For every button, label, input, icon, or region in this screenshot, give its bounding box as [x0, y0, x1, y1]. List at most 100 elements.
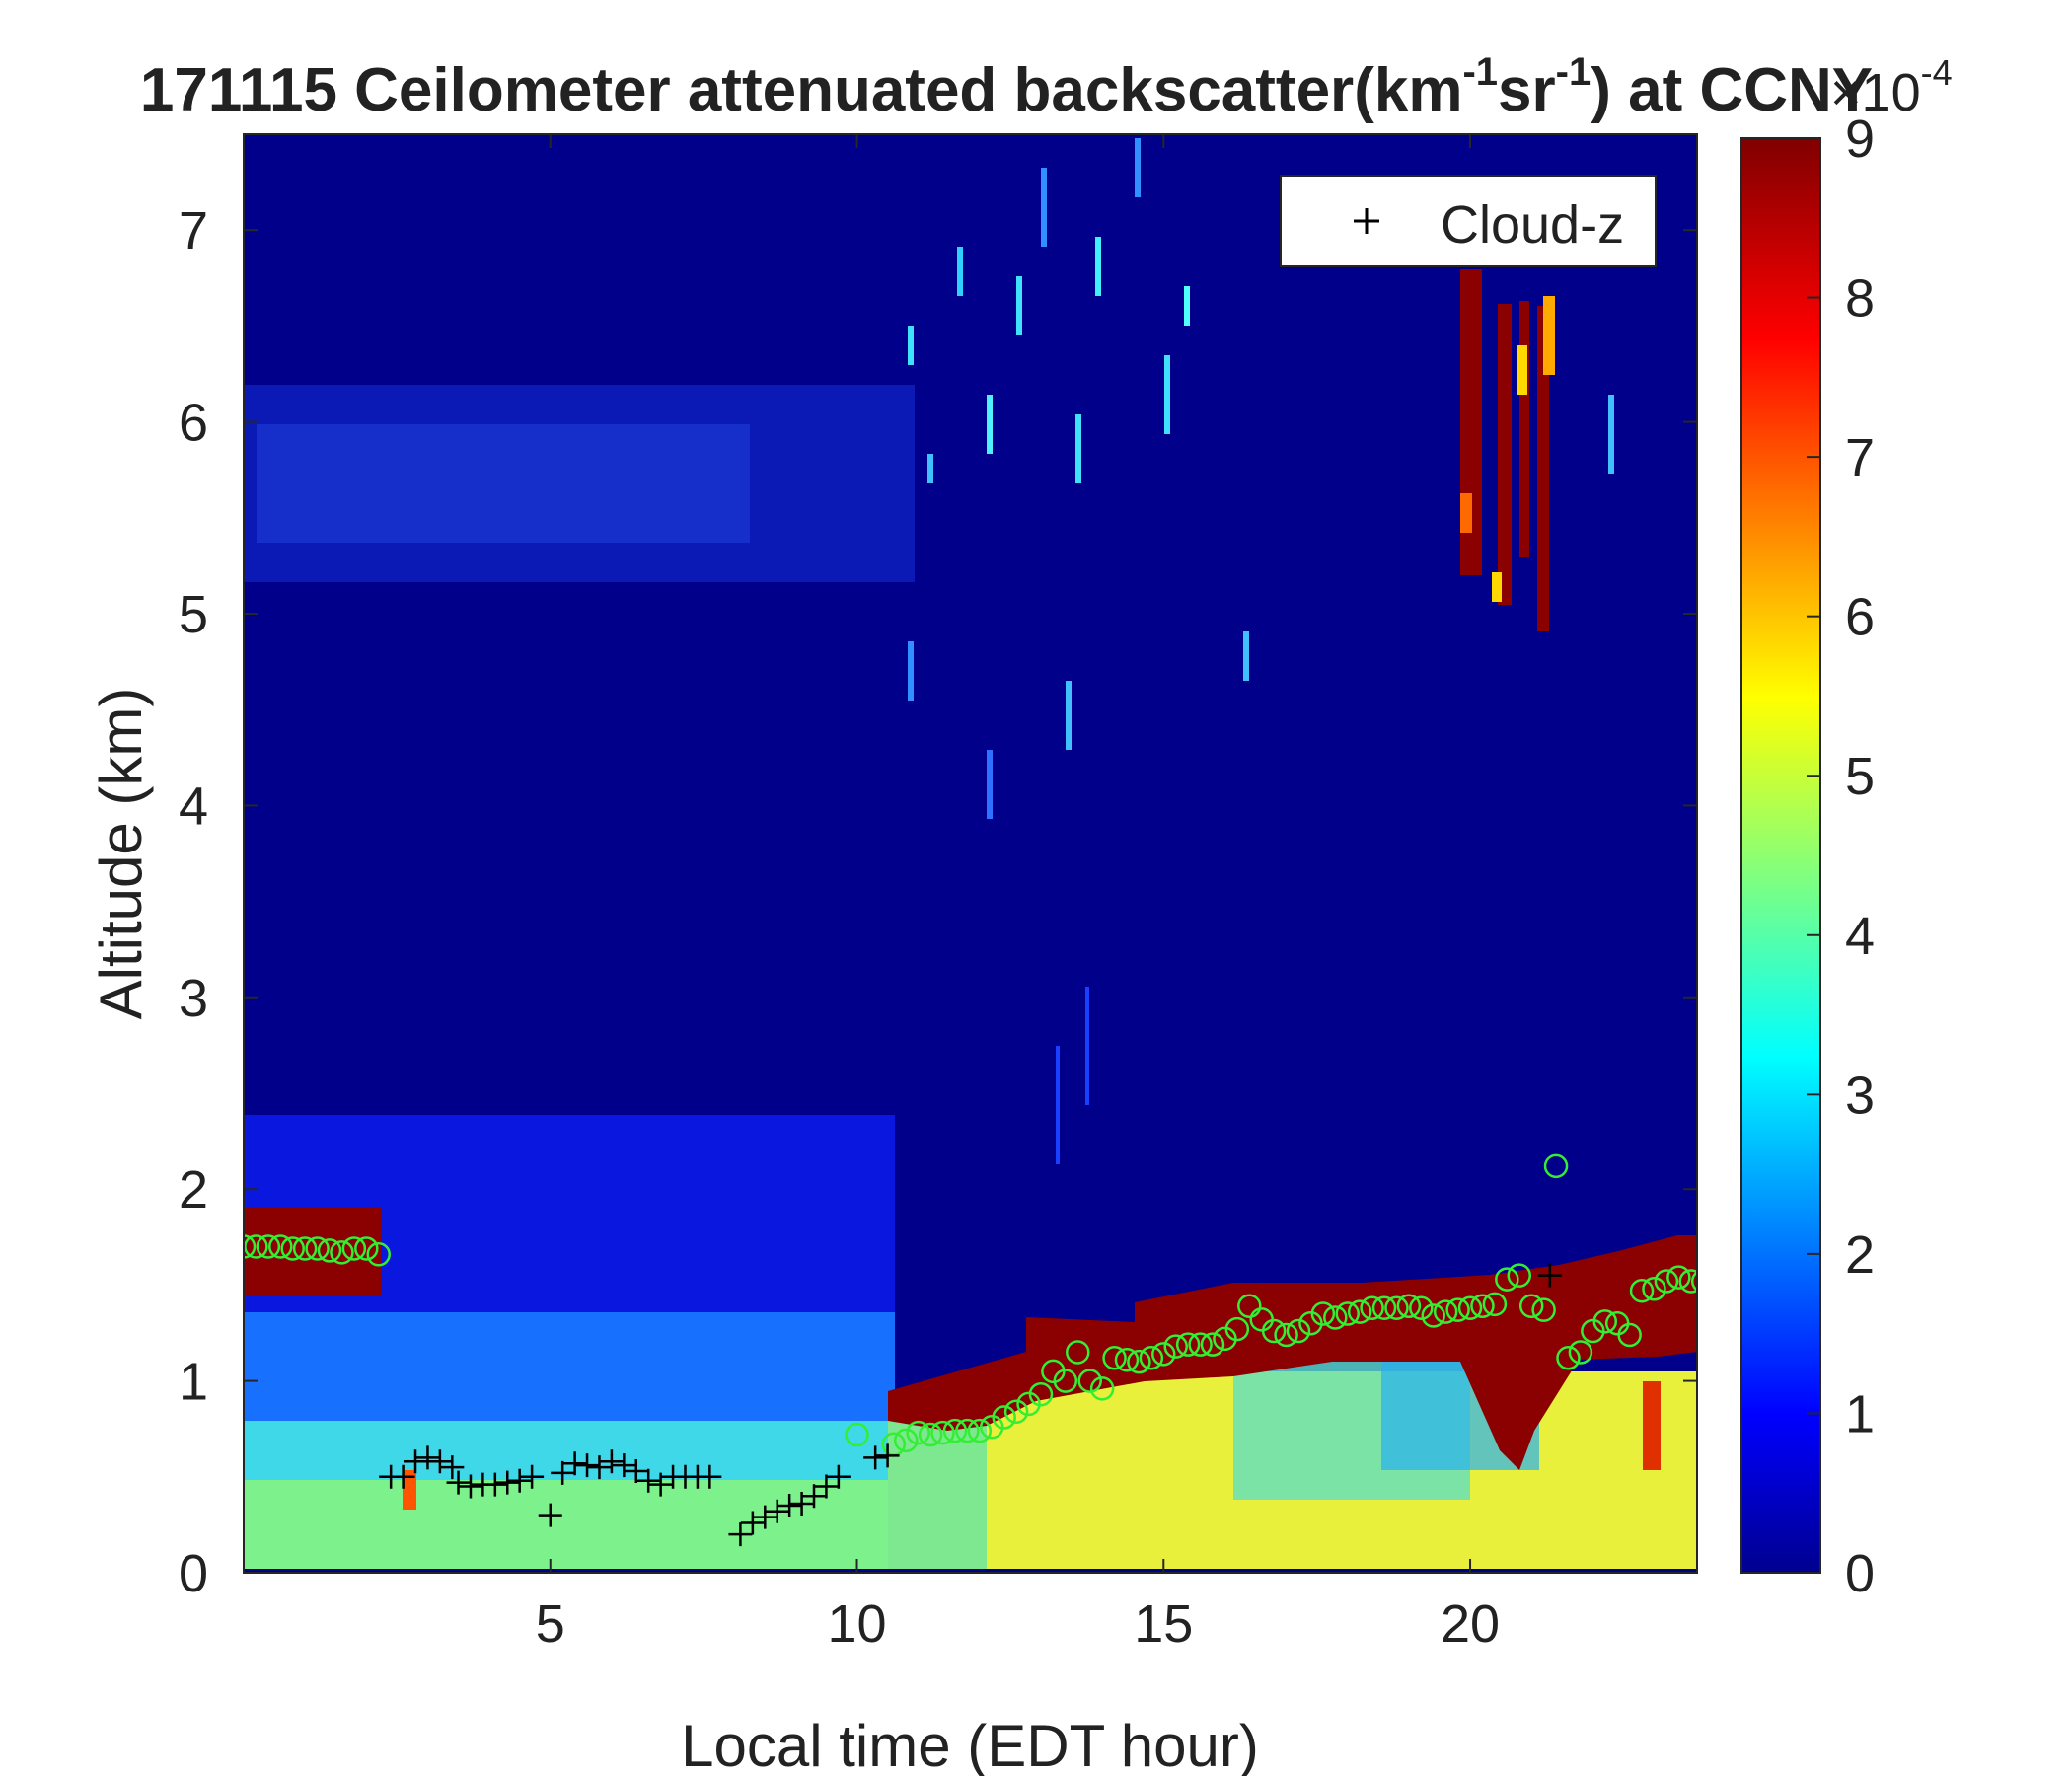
circle-marker-point: [244, 1234, 268, 1259]
cloud-z-point: [427, 1449, 452, 1474]
circle-marker-layer: [244, 1153, 1727, 1457]
circle-marker-point: [1066, 1340, 1090, 1365]
circle-marker-point: [1274, 1322, 1298, 1348]
circle-marker-point: [280, 1236, 305, 1261]
circle-marker-point: [967, 1418, 993, 1443]
circle-marker-point: [918, 1422, 943, 1447]
circle-marker-point: [1482, 1292, 1508, 1317]
colorbar-tick-label: 4: [1845, 907, 1875, 966]
cloud-z-point: [753, 1505, 777, 1529]
cloud-z-point: [826, 1464, 851, 1489]
circle-marker-point: [1642, 1277, 1666, 1301]
circle-marker-point: [1151, 1342, 1176, 1367]
heatmap-plot-area: [244, 134, 1727, 1573]
x-tick-label: 5: [536, 1594, 565, 1654]
cloud-z-point: [495, 1470, 520, 1495]
circle-marker-point: [1421, 1303, 1445, 1328]
x-axis-label: Local time (EDT hour): [681, 1713, 1259, 1776]
x-tick-label: 20: [1441, 1594, 1500, 1654]
cloud-z-point: [482, 1472, 507, 1497]
y-tick-label: 7: [179, 201, 208, 260]
cloud-z-point: [814, 1474, 839, 1499]
colorbar-tick-label: 9: [1845, 110, 1875, 169]
circle-marker-point: [1457, 1295, 1483, 1320]
circle-marker-point: [1347, 1299, 1372, 1324]
circle-marker-point: [1495, 1267, 1519, 1292]
cloud-z-point: [440, 1455, 465, 1480]
circle-marker-point: [1127, 1349, 1151, 1374]
cloud-z-point: [740, 1511, 765, 1535]
colorbar-gradient: [1741, 138, 1820, 1573]
circle-marker-point: [942, 1418, 968, 1443]
circle-marker-point: [906, 1420, 930, 1445]
circle-marker-point: [1089, 1376, 1115, 1401]
circle-marker-point: [845, 1422, 869, 1447]
legend-label-cloud-z: Cloud-z: [1441, 195, 1624, 255]
circle-marker-point: [1568, 1340, 1593, 1365]
circle-marker-point: [1384, 1295, 1409, 1320]
circle-marker-point: [292, 1236, 318, 1261]
x-tick-label: 15: [1134, 1594, 1193, 1654]
circle-marker-point: [1163, 1334, 1188, 1359]
circle-marker-point: [930, 1420, 955, 1445]
circle-marker-point: [1360, 1295, 1384, 1320]
circle-marker-point: [1335, 1301, 1360, 1326]
colorbar-ticks: 0 1 2 3 4 5 6 7 8 9: [1807, 110, 1875, 1603]
cloud-z-point: [863, 1445, 888, 1470]
circle-marker-point: [1102, 1346, 1127, 1370]
y-tick-label: 0: [179, 1544, 208, 1603]
circle-marker-point: [1705, 1271, 1727, 1293]
chart-title: 171115 Ceilometer attenuated backscatter…: [140, 50, 1873, 124]
circle-marker-point: [992, 1405, 1016, 1430]
circle-marker-point: [1531, 1297, 1556, 1322]
cloud-z-point: [875, 1443, 900, 1468]
circle-marker-point: [1470, 1294, 1495, 1319]
circle-marker-point: [893, 1428, 919, 1453]
circle-marker-point: [354, 1236, 379, 1261]
circle-marker-point: [1175, 1332, 1201, 1357]
cloud-z-point: [599, 1449, 624, 1474]
colorbar-frame: [1740, 137, 1821, 1574]
cloud-z-point: [404, 1449, 428, 1474]
legend: Cloud-z: [1280, 175, 1657, 267]
cloud-z-point: [415, 1445, 440, 1470]
colorbar: 0 1 2 3 4 5 6 7 8 9 ×10-4: [1740, 52, 1953, 1603]
cloud-z-point: [562, 1451, 587, 1476]
circle-marker-point: [1003, 1399, 1029, 1424]
plot-frame: [243, 133, 1698, 1574]
circle-marker-point: [1396, 1294, 1422, 1319]
circle-marker-point: [317, 1238, 342, 1263]
legend-plus-marker: [1354, 208, 1379, 234]
circle-marker-point: [256, 1234, 281, 1259]
circle-marker-point: [1261, 1318, 1287, 1344]
colorbar-tick-label: 2: [1845, 1225, 1875, 1285]
cloud-z-point: [446, 1470, 471, 1495]
circle-marker-point: [1371, 1295, 1397, 1320]
circle-marker-point: [341, 1236, 367, 1261]
circle-marker-point: [1617, 1322, 1642, 1348]
circle-marker-point: [244, 1234, 257, 1259]
colorbar-tick-label: 3: [1845, 1066, 1875, 1125]
y-axis: 0 1 2 3 4 5 6 7: [179, 201, 1697, 1603]
cloud-z-point: [575, 1453, 600, 1478]
circle-marker-point: [330, 1240, 354, 1265]
circle-marker-point: [1409, 1295, 1434, 1320]
circle-marker-point: [305, 1236, 330, 1261]
circle-marker-point: [1592, 1309, 1618, 1334]
colorbar-tick-label: 5: [1845, 747, 1875, 806]
cloud-z-point: [728, 1522, 753, 1547]
circle-marker-point: [1690, 1270, 1697, 1293]
y-tick-label: 5: [179, 585, 208, 644]
cloud-z-marker-layer: [379, 1263, 1562, 1547]
circle-marker-point: [1654, 1269, 1679, 1294]
y-tick-label: 6: [179, 394, 208, 453]
circle-marker-point: [1310, 1301, 1336, 1326]
y-tick-label: 4: [179, 777, 208, 836]
circle-marker-point: [1077, 1369, 1102, 1393]
circle-marker-point: [1028, 1381, 1054, 1407]
cloud-z-point: [551, 1460, 575, 1485]
cloud-z-point: [587, 1455, 612, 1480]
y-axis-label: Altitude (km): [88, 688, 154, 1020]
cloud-z-point: [520, 1464, 545, 1489]
